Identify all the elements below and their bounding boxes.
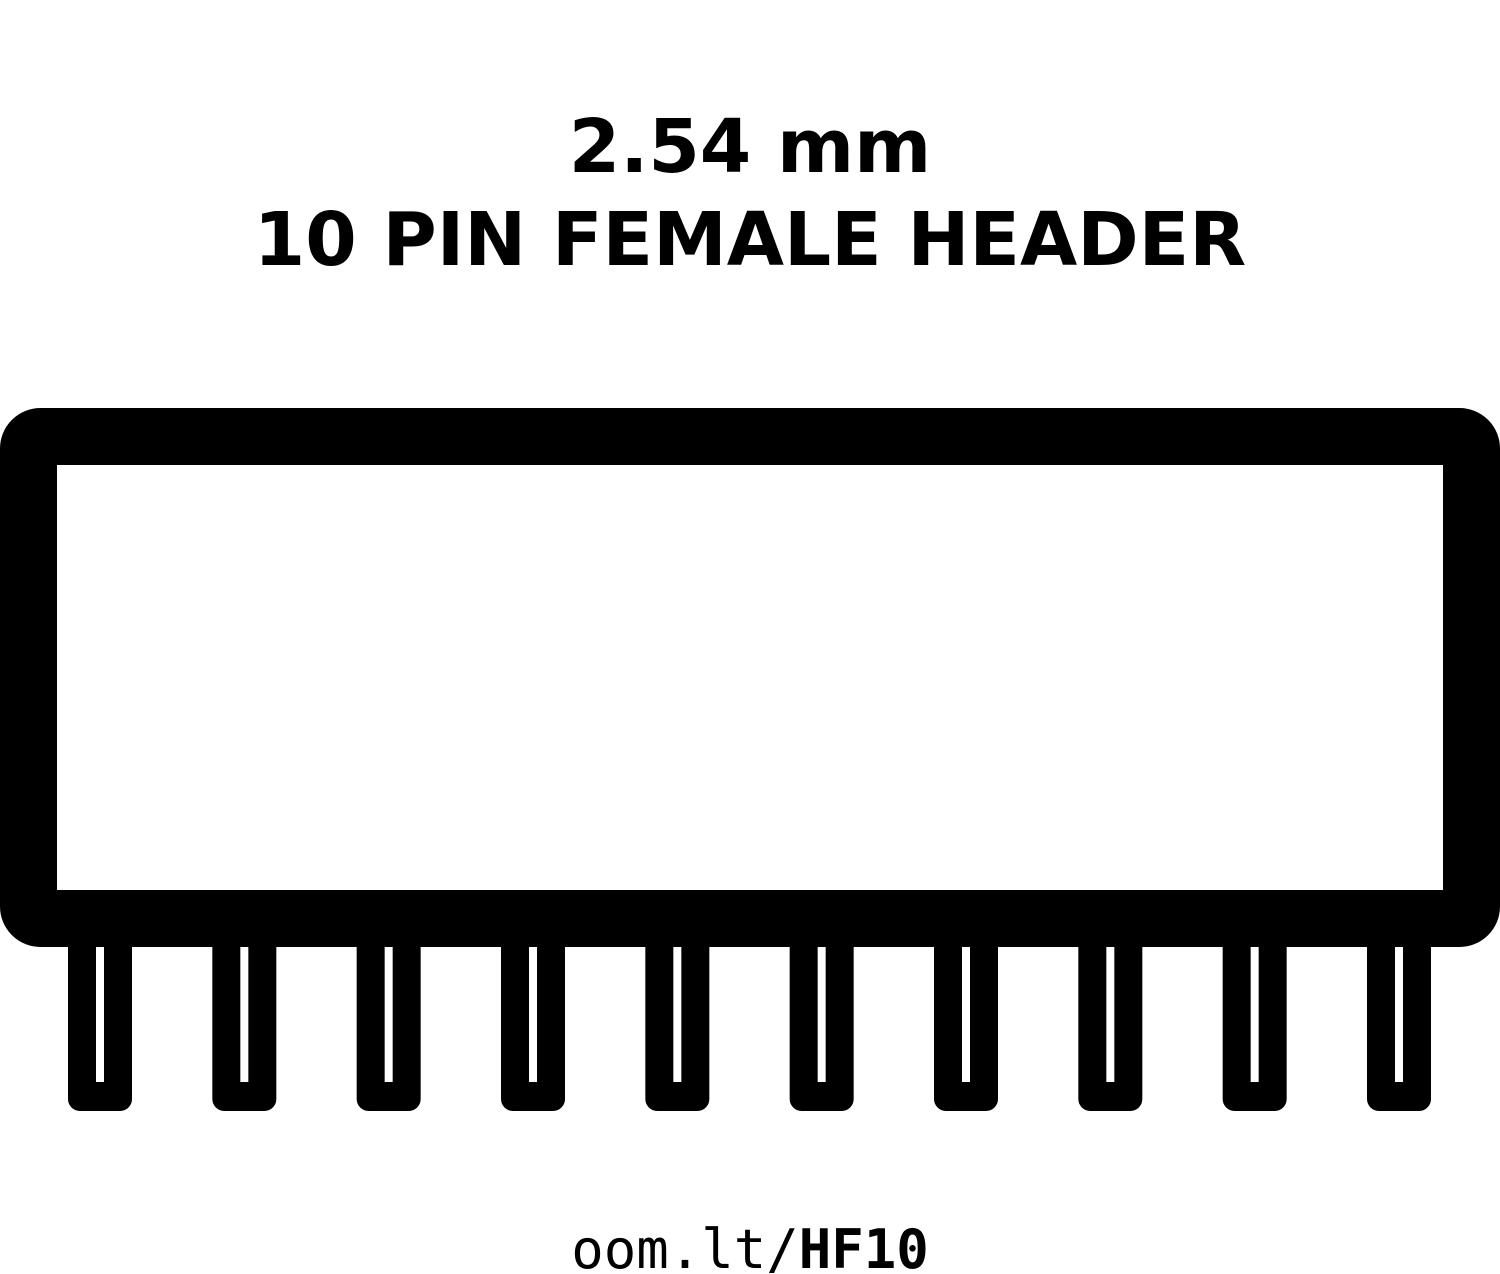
footer-url: oom.lt/HF10	[571, 1218, 929, 1274]
pin-9-highlight	[1250, 932, 1259, 1082]
footer-url-prefix: oom.lt/	[571, 1218, 799, 1274]
pin-6-highlight	[817, 932, 826, 1082]
pin-8-highlight	[1106, 932, 1115, 1082]
pin-2-highlight	[240, 932, 249, 1082]
header-housing	[0, 408, 1500, 947]
pin-5-highlight	[673, 932, 682, 1082]
pin-1-highlight	[96, 932, 104, 1082]
pin-4-highlight	[529, 932, 537, 1082]
footer-part-code: HF10	[799, 1218, 929, 1274]
pin-3-highlight	[384, 932, 393, 1082]
pin-10-highlight	[1395, 932, 1403, 1082]
title-part-name: 10 PIN FEMALE HEADER	[254, 197, 1246, 283]
title-pitch: 2.54 mm	[569, 104, 932, 190]
pin-7-highlight	[962, 932, 970, 1082]
header-pins	[68, 900, 1431, 1111]
